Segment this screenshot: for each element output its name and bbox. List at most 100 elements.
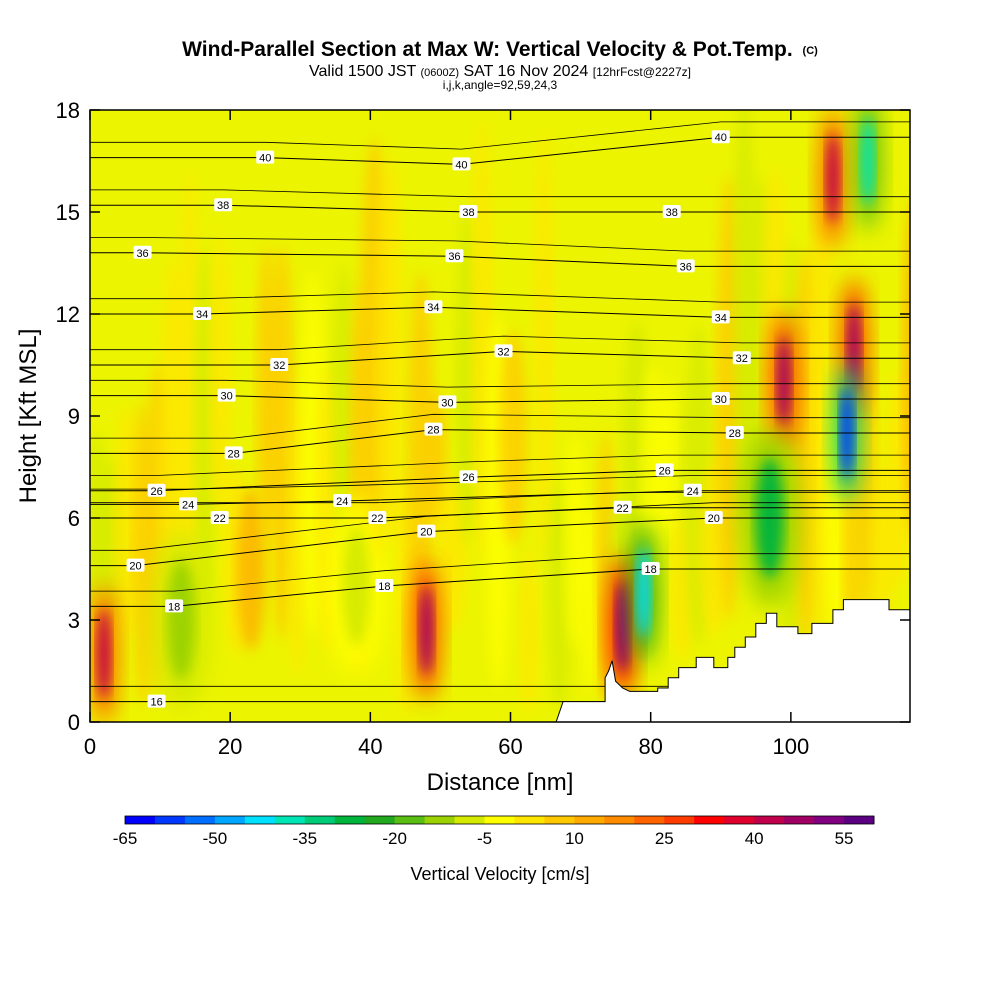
- colorbar-swatch: [274, 816, 306, 824]
- theta-contour-minor: [90, 335, 910, 351]
- contour-label: 28: [424, 422, 443, 437]
- colorbar-swatch: [544, 816, 575, 824]
- contour-label: 18: [641, 562, 660, 576]
- svg-text:34: 34: [196, 309, 208, 321]
- svg-text:32: 32: [497, 346, 509, 358]
- colorbar-tick-label: -20: [382, 829, 407, 848]
- colorbar-swatch: [244, 816, 276, 824]
- velocity-band: [581, 502, 600, 695]
- chart-title: Wind-Parallel Section at Max W: Vertical…: [182, 38, 818, 61]
- svg-text:28: 28: [729, 428, 741, 440]
- velocity-band: [658, 378, 677, 543]
- theta-contour-minor: [90, 553, 910, 592]
- colorbar-frame: [124, 815, 875, 825]
- velocity-band: [194, 245, 216, 610]
- colorbar-swatch: [364, 816, 396, 824]
- svg-text:18: 18: [645, 564, 657, 576]
- svg-text:22: 22: [214, 513, 226, 525]
- colorbar-swatch: [634, 816, 665, 824]
- contour-label: 26: [459, 470, 478, 484]
- chart-ijk-subtitle: i,j,k,angle=92,59,24,3: [443, 78, 558, 92]
- contour-label: 30: [438, 395, 457, 409]
- colorbar-swatch: [214, 816, 246, 824]
- y-tick-label: 3: [68, 608, 80, 633]
- svg-text:34: 34: [715, 312, 727, 324]
- contour-label: 40: [256, 150, 275, 165]
- velocity-feature-core: [825, 133, 840, 223]
- colorbar-tick-label: 25: [655, 829, 674, 848]
- contour-label: 40: [711, 130, 730, 144]
- contour-label: 34: [711, 310, 730, 324]
- x-tick-label: 80: [638, 734, 662, 759]
- colorbar-swatch: [844, 816, 875, 824]
- svg-text:24: 24: [336, 496, 348, 508]
- svg-text:22: 22: [371, 513, 383, 525]
- contour-label: 20: [126, 558, 145, 573]
- svg-text:40: 40: [259, 153, 271, 165]
- y-tick-label: 9: [68, 404, 80, 429]
- svg-text:32: 32: [273, 360, 285, 372]
- colorbar-tick-label: -65: [113, 829, 138, 848]
- velocity-feature-core: [97, 609, 112, 699]
- velocity-band: [436, 465, 467, 633]
- svg-text:32: 32: [736, 353, 748, 365]
- contour-label: 18: [165, 599, 184, 613]
- colorbar-swatch: [424, 816, 456, 824]
- velocity-band: [179, 170, 200, 632]
- velocity-band: [519, 550, 538, 715]
- svg-text:28: 28: [228, 448, 240, 460]
- contour-label: 16: [147, 694, 166, 709]
- velocity-feature-core: [419, 585, 434, 676]
- colorbar-swatch: [694, 816, 725, 824]
- velocity-band: [407, 272, 435, 642]
- x-axis-label: Distance [nm]: [427, 769, 574, 796]
- colorbar-swatch: [304, 816, 336, 824]
- contour-label: 32: [494, 344, 513, 358]
- velocity-band: [236, 487, 266, 651]
- velocity-feature-core: [636, 547, 651, 638]
- colorbar-swatch: [394, 816, 426, 824]
- theta-contour-minor: [90, 379, 910, 388]
- theta-contour-minor: [90, 413, 910, 439]
- contour-label: 28: [224, 446, 243, 460]
- svg-text:18: 18: [378, 581, 390, 593]
- svg-text:20: 20: [708, 513, 720, 525]
- svg-text:38: 38: [217, 200, 229, 212]
- y-tick-label: 6: [68, 506, 80, 531]
- svg-text:20: 20: [129, 561, 141, 573]
- svg-text:34: 34: [427, 302, 439, 314]
- svg-text:30: 30: [221, 391, 233, 403]
- svg-text:40: 40: [715, 132, 727, 144]
- contour-label: 34: [424, 300, 443, 314]
- y-tick-label: 15: [56, 200, 80, 225]
- svg-text:22: 22: [617, 503, 629, 515]
- svg-text:36: 36: [136, 248, 148, 260]
- contour-label: 38: [214, 198, 233, 212]
- theta-contour-minor: [90, 454, 910, 476]
- svg-text:20: 20: [420, 527, 432, 539]
- x-tick-label: 40: [358, 734, 382, 759]
- theta-contour-minor: [90, 121, 910, 150]
- colorbar-swatch: [664, 816, 695, 824]
- svg-text:30: 30: [715, 394, 727, 406]
- svg-text:38: 38: [666, 207, 678, 219]
- velocity-band: [377, 156, 403, 547]
- contour-label: 20: [704, 511, 723, 525]
- velocity-band: [564, 435, 586, 650]
- colorbar-swatch: [154, 816, 186, 824]
- velocity-band: [209, 233, 231, 521]
- contour-label: 24: [683, 483, 702, 498]
- x-tick-label: 20: [218, 734, 242, 759]
- contour-labels: 40 40 40 38 38 38 36 36 36 34 34 34 32 32 32 30 30 30 28 28…: [126, 130, 751, 709]
- colorbar-tick-label: -50: [203, 829, 228, 848]
- velocity-feature-core: [167, 560, 196, 680]
- contour-label: 30: [711, 392, 730, 406]
- x-axis: 0 20 40 60 80 100: [84, 110, 809, 759]
- velocity-band: [534, 129, 555, 553]
- colorbar-swatch: [454, 816, 486, 824]
- velocity-feature-core: [615, 581, 630, 672]
- contour-label: 32: [732, 351, 751, 365]
- velocity-band: [902, 209, 910, 525]
